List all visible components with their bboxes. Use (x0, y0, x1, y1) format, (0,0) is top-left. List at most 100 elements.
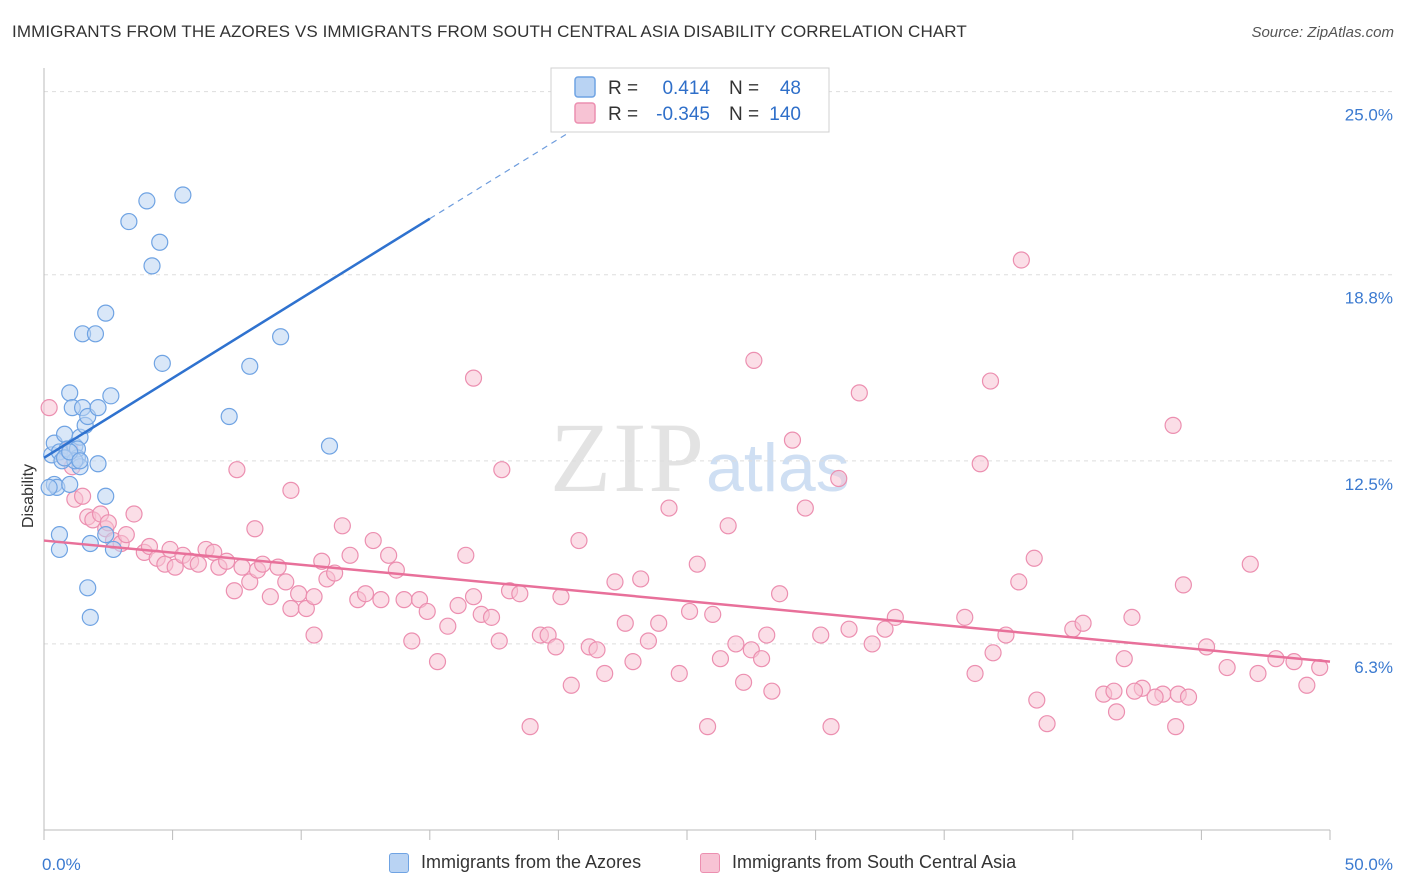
sca-point (482, 608, 501, 626)
azores-point (151, 233, 169, 251)
sca-point (1012, 251, 1030, 269)
sca-point (796, 499, 814, 517)
watermark-zip: ZIP (550, 402, 706, 513)
sca-point (1218, 658, 1236, 677)
sca-point (428, 653, 447, 671)
sca-point (1115, 650, 1133, 668)
sca-point (1174, 576, 1192, 594)
watermark-atlas: atlas (706, 430, 850, 506)
sca-point (763, 682, 781, 700)
azores-point (89, 455, 107, 473)
x-tick-label: 0.0% (42, 855, 81, 874)
sca-point (305, 626, 323, 644)
azores-point (120, 212, 138, 231)
azores-point (272, 328, 290, 346)
azores-point (71, 452, 89, 470)
sca-point (650, 614, 668, 632)
sca-point (758, 626, 776, 644)
sca-point (570, 531, 588, 550)
legend: R = 0.414 N = 48 R = -0.345 N = 140 (550, 67, 830, 133)
legend-r-label-azores: R = (608, 78, 638, 99)
y-axis-label: Disability (20, 464, 37, 528)
sca-point (539, 626, 557, 644)
sca-point (241, 573, 259, 591)
sca-point (639, 632, 658, 650)
legend-r-value-sca: -0.345 (656, 104, 710, 125)
sca-point (711, 650, 730, 668)
sca-point (863, 635, 881, 653)
watermark: ZIPatlas (550, 400, 850, 515)
sca-point (305, 588, 323, 606)
sca-point (490, 632, 508, 650)
sca-trend-line (43, 539, 1331, 663)
sca-point (624, 653, 642, 671)
sca-point (971, 455, 989, 473)
sca-point (449, 596, 467, 615)
sca-point (364, 531, 382, 550)
legend-swatch-sca (574, 102, 596, 124)
sca-point (704, 605, 722, 623)
sca-point (562, 676, 580, 694)
sca-point (596, 664, 614, 683)
legend-n-label-sca: N = (729, 104, 759, 125)
sca-point (1267, 650, 1285, 668)
legend-swatch-azores (574, 76, 596, 98)
y-tick-labels: 6.3% 12.5% 18.8% 25.0% (1345, 106, 1393, 677)
sca-point (380, 546, 398, 564)
sca-point (680, 602, 699, 621)
sca-point (719, 517, 737, 535)
sca-point (1146, 688, 1164, 706)
sca-point (812, 626, 830, 644)
legend-r-label-sca: R = (608, 104, 638, 125)
sca-point (387, 561, 405, 579)
azores-point (97, 304, 115, 322)
sca-point (125, 505, 143, 523)
azores-point (241, 357, 259, 375)
sca-point (341, 546, 359, 564)
sca-point (1107, 703, 1126, 721)
sca-point (439, 617, 457, 635)
azores-points (40, 186, 339, 626)
sca-point (984, 644, 1002, 662)
sca-point (588, 641, 606, 659)
azores-point (81, 608, 99, 626)
bottom-legend-item-azores[interactable]: Immigrants from the Azores (389, 852, 641, 873)
trend-lines (43, 114, 1331, 663)
sca-point (660, 499, 678, 517)
sca-point (277, 573, 295, 591)
sca-point (1028, 691, 1046, 709)
bottom-legend-swatch-azores (389, 852, 409, 873)
sca-point (1179, 688, 1198, 706)
y-tick-label: 12.5% (1345, 475, 1393, 494)
sca-point (282, 481, 300, 499)
sca-point (228, 461, 246, 479)
sca-point (688, 555, 706, 573)
sca-point (552, 588, 570, 606)
azores-point (143, 257, 161, 275)
sca-point (40, 399, 58, 417)
sca-point (233, 558, 251, 576)
chart-title: IMMIGRANTS FROM THE AZORES VS IMMIGRANTS… (12, 22, 967, 41)
sca-point (1010, 573, 1028, 591)
sca-point (261, 588, 279, 606)
azores-point (153, 354, 171, 372)
sca-point (606, 573, 624, 591)
azores-point (79, 579, 97, 597)
bottom-legend-item-sca[interactable]: Immigrants from South Central Asia (700, 852, 1016, 873)
sca-point (840, 620, 858, 638)
sca-point (1298, 676, 1316, 694)
sca-point (1164, 416, 1182, 434)
sca-points (40, 251, 1329, 736)
sca-point (282, 599, 300, 618)
azores-point (97, 487, 115, 505)
sca-point (956, 608, 974, 626)
x-tick-label: 50.0% (1345, 855, 1393, 874)
sca-point (727, 635, 745, 653)
sca-point (966, 664, 984, 683)
sca-point (886, 608, 904, 626)
x-tick-labels: 0.0% 50.0% (42, 855, 1393, 874)
sca-point (850, 384, 868, 402)
azores-point (61, 384, 79, 402)
sca-point (333, 517, 351, 535)
sca-point (1285, 653, 1303, 671)
